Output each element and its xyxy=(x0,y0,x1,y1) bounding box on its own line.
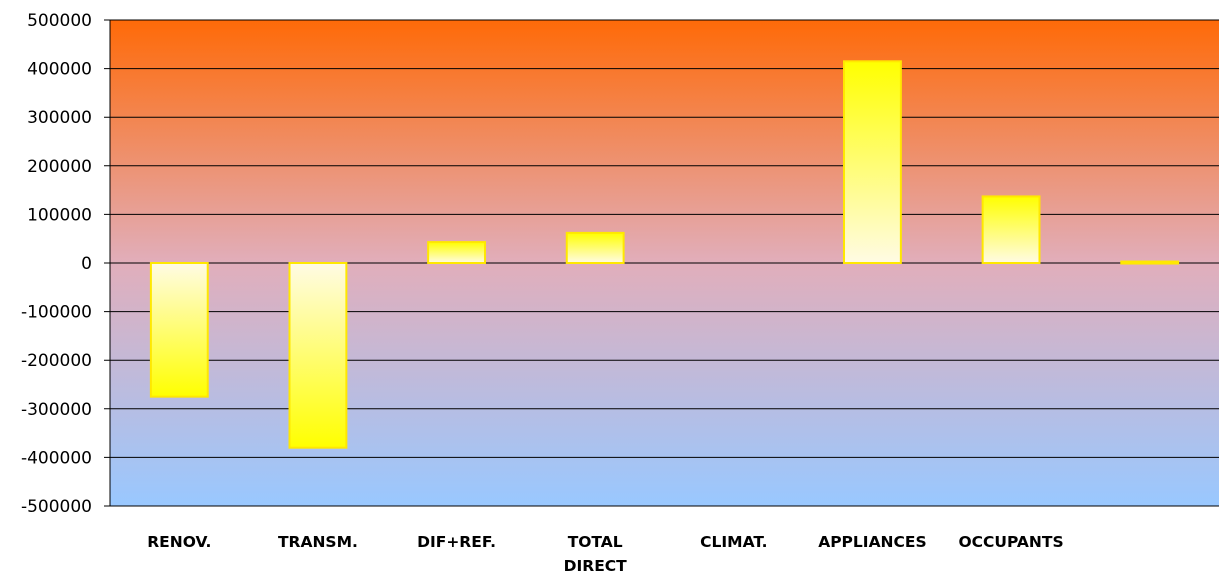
y-tick-label: -100000 xyxy=(21,303,92,323)
y-tick-label: -500000 xyxy=(21,497,92,517)
x-axis-categories: RENOV. TRANSM. DIF+REF. TOTAL DIRECT CLIMAT. A… xyxy=(147,533,1063,575)
y-tick-label: 0 xyxy=(81,254,92,274)
bar-6 xyxy=(981,195,1041,264)
x-category-label: APPLIANCES xyxy=(818,533,926,551)
y-axis-ticks: 500000 400000 300000 200000 100000 0 -100000 -2… xyxy=(21,11,92,517)
y-tick-label: 400000 xyxy=(27,60,92,80)
y-tick-label: -400000 xyxy=(21,448,92,468)
y-tick-label: 500000 xyxy=(27,11,92,31)
y-tick-label: 100000 xyxy=(27,205,92,225)
bar-0 xyxy=(149,262,209,398)
bar-1 xyxy=(288,262,348,449)
x-category-label: TRANSM. xyxy=(278,533,358,551)
y-tick-label: -300000 xyxy=(21,400,92,420)
x-category-label: OCCUPANTS xyxy=(958,533,1063,551)
bar-5 xyxy=(843,60,902,265)
x-category-label: TOTAL DIRECT xyxy=(564,533,628,575)
bar-7 xyxy=(1120,260,1180,265)
bar-2 xyxy=(427,241,486,265)
y-tick-label: 200000 xyxy=(27,157,92,177)
x-category-label: DIF+REF. xyxy=(417,533,496,551)
x-category-label: RENOV. xyxy=(147,533,211,551)
bars xyxy=(149,60,1180,449)
bar-3 xyxy=(565,231,625,264)
x-category-label: CLIMAT. xyxy=(700,533,767,551)
y-tick-label: 300000 xyxy=(27,108,92,128)
y-tick-label: -200000 xyxy=(21,351,92,371)
